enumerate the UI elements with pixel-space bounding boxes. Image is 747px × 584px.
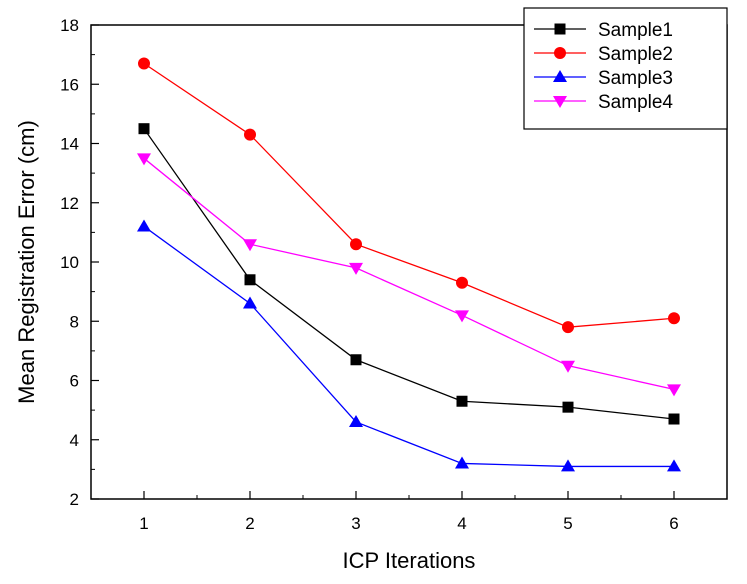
y-tick-label: 14: [60, 135, 79, 154]
legend-item: Sample1: [534, 20, 673, 41]
x-tick-label: 4: [457, 514, 466, 533]
y-axis-ticks: 2 4 6 8 10 12 14 16 18: [60, 16, 99, 509]
y-tick-label: 12: [60, 194, 79, 213]
x-tick-label: 1: [139, 514, 148, 533]
series-sample4: [137, 153, 681, 397]
x-tick-label: 5: [563, 514, 572, 533]
data-point: [244, 274, 256, 286]
data-point: [349, 414, 363, 427]
y-tick-label: 4: [70, 431, 79, 450]
legend-item: Sample2: [534, 44, 673, 65]
x-axis-ticks: 1 2 3 4 5 6: [139, 491, 679, 533]
x-tick-label: 2: [245, 514, 254, 533]
data-point: [137, 219, 151, 232]
legend-marker: [553, 70, 567, 82]
data-point: [668, 413, 680, 425]
data-point: [667, 459, 681, 472]
series-layer: [137, 57, 681, 472]
data-point: [456, 276, 468, 289]
y-tick-label: 16: [60, 75, 79, 94]
y-tick-label: 8: [70, 312, 79, 331]
y-axis-title: Mean Registration Error (cm): [14, 120, 39, 404]
legend-marker: [553, 96, 567, 108]
data-point: [349, 262, 363, 275]
data-point: [668, 312, 680, 325]
series-line: [143, 157, 675, 391]
data-point: [667, 384, 681, 397]
data-point: [561, 459, 575, 472]
data-point: [456, 395, 468, 407]
data-point: [243, 239, 257, 252]
legend-label: Sample4: [598, 92, 673, 113]
y-tick-label: 10: [60, 253, 79, 272]
y-tick-label: 18: [60, 16, 79, 35]
x-tick-label: 3: [351, 514, 360, 533]
legend-marker: [554, 23, 566, 35]
data-point: [561, 360, 575, 373]
data-point: [138, 123, 150, 135]
data-point: [350, 238, 362, 251]
legend-label: Sample1: [598, 20, 673, 41]
data-point: [562, 321, 574, 334]
legend-item: Sample3: [534, 68, 673, 89]
data-point: [455, 456, 469, 469]
data-point: [243, 296, 257, 309]
series-line: [143, 225, 674, 468]
legend-label: Sample2: [598, 44, 673, 65]
series-sample3: [137, 219, 681, 472]
series-line: [143, 128, 675, 420]
y-tick-label: 2: [70, 490, 79, 509]
data-point: [562, 401, 574, 413]
legend-marker: [554, 47, 566, 59]
x-tick-label: 6: [669, 514, 678, 533]
series-sample2: [138, 57, 680, 334]
data-point: [350, 354, 362, 366]
data-point: [138, 57, 150, 70]
data-point: [244, 128, 256, 141]
data-point: [455, 310, 469, 323]
series-sample1: [138, 123, 680, 425]
x-axis-title: ICP Iterations: [343, 548, 476, 573]
data-point: [137, 153, 151, 166]
y-tick-label: 6: [70, 372, 79, 391]
series-line: [143, 62, 675, 328]
legend-label: Sample3: [598, 68, 673, 89]
legend: Sample1 Sample2 Sample3 Sample4: [523, 7, 728, 130]
legend-item: Sample4: [534, 92, 673, 113]
